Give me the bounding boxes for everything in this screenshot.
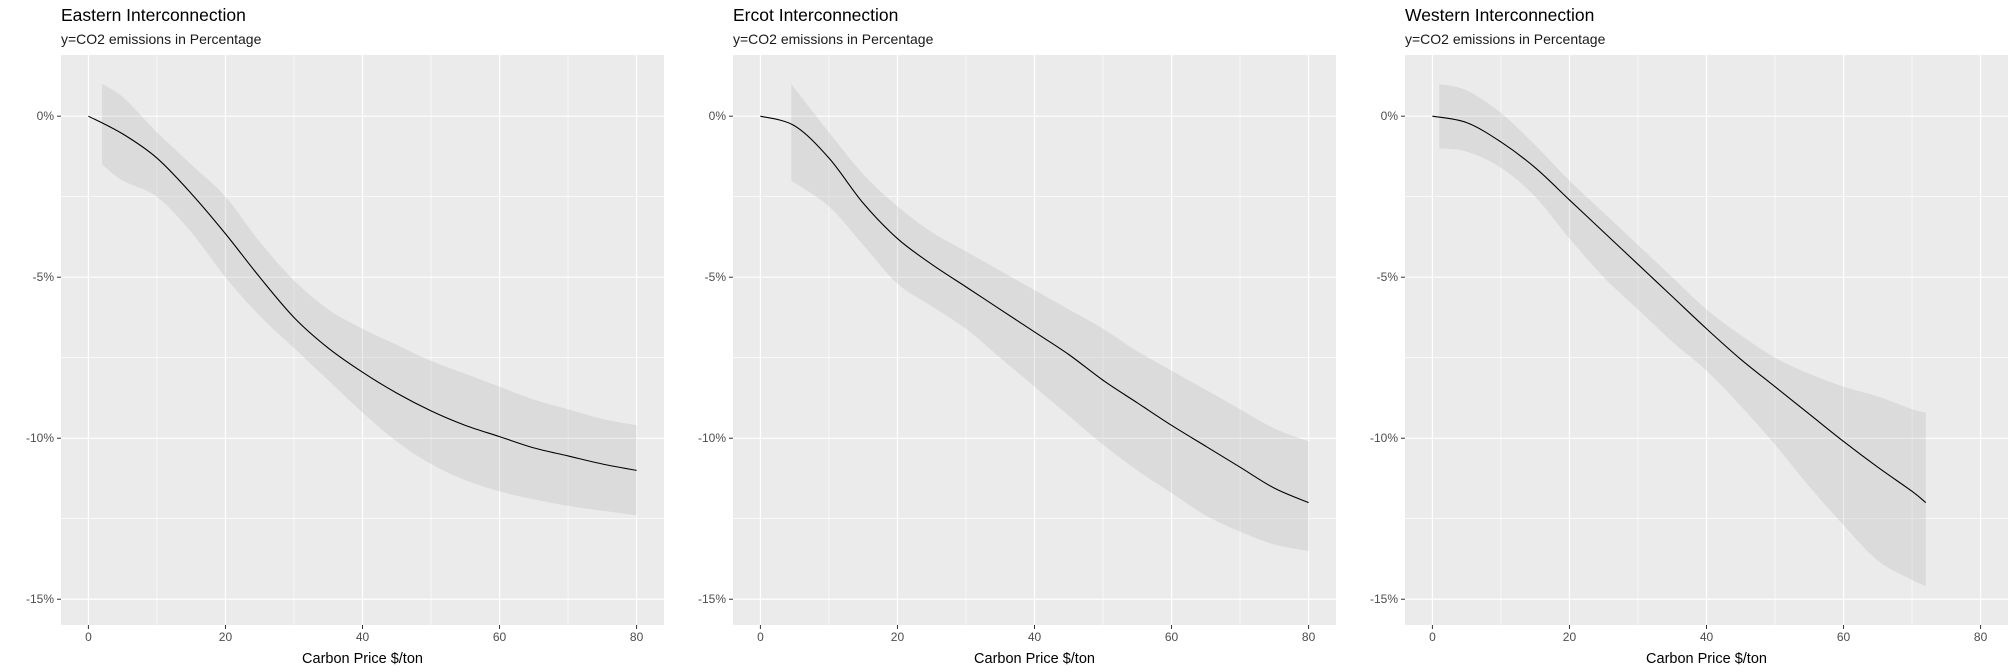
chart-title: Ercot Interconnection xyxy=(733,5,898,25)
x-tick-label: 60 xyxy=(493,630,507,644)
x-axis-title: Carbon Price $/ton xyxy=(1646,651,1767,667)
x-tick-label: 60 xyxy=(1837,630,1851,644)
chart-panel-1: Eastern Interconnection y=CO2 emissions i… xyxy=(26,5,706,667)
chart-subtitle: y=CO2 emissions in Percentage xyxy=(61,31,262,47)
y-tick-label: 0% xyxy=(37,109,55,123)
confidence-band xyxy=(1439,83,1926,587)
x-tick-label: 20 xyxy=(1563,630,1577,644)
y-tick-label: -15% xyxy=(26,592,54,606)
x-tick-label: 20 xyxy=(219,630,233,644)
y-tick-label: -10% xyxy=(698,431,726,445)
y-tick-label: -5% xyxy=(705,270,727,284)
x-tick-label: 80 xyxy=(630,630,644,644)
series-line xyxy=(1432,115,1927,504)
y-tick-label: -15% xyxy=(1370,592,1398,606)
series-line xyxy=(760,115,1309,504)
y-tick-label: -10% xyxy=(1370,431,1398,445)
x-tick-label: 80 xyxy=(1974,630,1988,644)
x-tick-label: 80 xyxy=(1302,630,1316,644)
y-tick-label: -15% xyxy=(698,592,726,606)
x-axis-title: Carbon Price $/ton xyxy=(302,651,423,667)
y-tick-label: -5% xyxy=(33,270,55,284)
chart-panel-3: Western Interconnection y=CO2 emissions i… xyxy=(1370,5,2008,667)
x-axis-title: Carbon Price $/ton xyxy=(974,651,1095,667)
x-tick-label: 40 xyxy=(356,630,370,644)
x-tick-label: 0 xyxy=(1429,630,1436,644)
series-line xyxy=(88,115,637,471)
x-tick-label: 0 xyxy=(757,630,764,644)
y-tick-label: 0% xyxy=(1381,109,1399,123)
y-tick-label: 0% xyxy=(709,109,727,123)
chart-title: Eastern Interconnection xyxy=(61,5,246,25)
y-tick-label: -5% xyxy=(1377,270,1399,284)
x-tick-label: 40 xyxy=(1700,630,1714,644)
x-tick-label: 60 xyxy=(1165,630,1179,644)
y-tick-label: -10% xyxy=(26,431,54,445)
chart-title: Western Interconnection xyxy=(1405,5,1594,25)
x-tick-label: 0 xyxy=(85,630,92,644)
chart-subtitle: y=CO2 emissions in Percentage xyxy=(1405,31,1606,47)
confidence-band xyxy=(102,83,637,516)
chart-panel-2: Ercot Interconnection y=CO2 emissions in … xyxy=(698,5,1378,667)
x-tick-label: 20 xyxy=(891,630,905,644)
x-tick-label: 40 xyxy=(1028,630,1042,644)
confidence-band xyxy=(791,83,1309,551)
chart-subtitle: y=CO2 emissions in Percentage xyxy=(733,31,934,47)
